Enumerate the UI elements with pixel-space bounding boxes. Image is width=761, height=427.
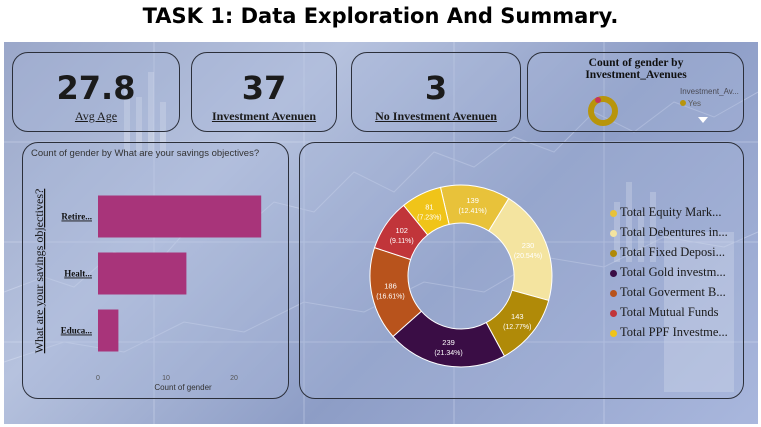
donut-percent-label: (12.77%)	[503, 324, 531, 331]
legend-dot-icon	[610, 290, 617, 297]
kpi-label: Investment Avenuen	[211, 109, 317, 123]
bar-chart-card[interactable]: Count of gender by What are your savings…	[22, 142, 289, 399]
legend-dot-icon	[610, 330, 617, 337]
donut-legend-label: Total Goverment B...	[620, 285, 726, 299]
mini-donut-legend-label: Yes	[688, 99, 702, 108]
bar-chart-y-axis-label: What are your savings objectives?	[32, 189, 46, 354]
kpi-value: 27.8	[56, 69, 136, 107]
donut-percent-label: (16.61%)	[376, 294, 404, 301]
legend-dot-icon	[610, 250, 617, 257]
legend-dot-icon	[610, 210, 617, 217]
donut-legend-label: Total Gold investm...	[620, 265, 726, 279]
donut-chart-card[interactable]: 139 (12.41%) 230 (20.54%) 143 (12.77%) 239 (21.…	[299, 142, 744, 399]
legend-dot-icon	[610, 310, 617, 317]
donut-legend-label: Total Debentures in...	[620, 225, 728, 239]
kpi-card-avg-age: 27.8 Avg Age	[12, 52, 180, 132]
bar-category-label: Healt...	[64, 269, 92, 279]
mini-donut-ring	[588, 96, 618, 126]
donut-percent-label: (21.34%)	[434, 350, 462, 357]
bar	[98, 252, 187, 295]
background-chart-image	[4, 42, 758, 424]
kpi-value: 37	[241, 69, 287, 107]
donut-legend-label: Total PPF Investme...	[620, 325, 728, 339]
kpi-label: No Investment Avenuen	[375, 109, 497, 123]
bar	[98, 195, 262, 238]
legend-dot-icon	[610, 270, 617, 277]
page-title: TASK 1: Data Exploration And Summary.	[142, 4, 619, 28]
donut-value-label: 139	[466, 196, 479, 205]
mini-donut-legend-title: Investment_Av...	[680, 87, 739, 96]
x-tick-label: 20	[230, 375, 238, 382]
mini-donut-title: Count of gender by Investment_Avenues	[585, 57, 687, 81]
x-tick-label: 10	[162, 375, 170, 382]
donut-slice	[402, 186, 450, 236]
mini-donut-marker	[595, 97, 601, 103]
kpi-value: 3	[424, 69, 448, 107]
bar	[98, 309, 119, 352]
donut-value-label: 81	[425, 202, 433, 211]
legend-dot-icon	[610, 230, 617, 237]
bar-chart-x-axis-label: Count of gender	[154, 383, 212, 392]
kpi-label: Avg Age	[74, 109, 118, 123]
x-tick-label: 0	[96, 375, 100, 382]
donut-percent-label: (20.54%)	[514, 253, 542, 260]
donut-percent-label: (12.41%)	[458, 208, 486, 215]
legend-dot-icon	[680, 100, 686, 106]
donut-percent-label: (9.11%)	[390, 238, 414, 245]
mini-donut-card[interactable]: Count of gender by Investment_Avenues In…	[527, 52, 744, 132]
donut-legend: Total Equity Mark... Total Debentures in.…	[610, 205, 740, 345]
donut-percent-label: (7.23%)	[417, 214, 442, 221]
mini-donut-legend-item: Yes	[680, 99, 701, 108]
kpi-card-no-investment-avenuen: 3 No Investment Avenuen	[351, 52, 521, 132]
bar-category-label: Retire...	[61, 212, 92, 222]
chevron-down-icon[interactable]	[698, 117, 708, 123]
donut-value-label: 186	[384, 282, 397, 291]
donut-value-label: 102	[395, 226, 408, 235]
dashboard-board: 27.8 Avg Age 37 Investment Avenuen 3 No …	[4, 42, 758, 424]
bar-category-label: Educa...	[61, 326, 92, 336]
bar-chart-title: Count of gender by What are your savings…	[31, 148, 260, 159]
donut-value-label: 230	[522, 241, 535, 250]
donut-legend-label: Total Fixed Deposi...	[620, 245, 726, 259]
bar-chart: What are your savings objectives? Count …	[32, 189, 262, 392]
donut-value-label: 143	[511, 312, 524, 321]
donut-chart: 139 (12.41%) 230 (20.54%) 143 (12.77%) 239 (21.…	[369, 184, 553, 368]
donut-legend-label: Total Equity Mark...	[620, 205, 722, 219]
donut-legend-label: Total Mutual Funds	[620, 305, 719, 319]
mini-donut-chart	[588, 96, 618, 126]
kpi-card-investment-avenuen: 37 Investment Avenuen	[191, 52, 337, 132]
donut-value-label: 239	[442, 338, 455, 347]
